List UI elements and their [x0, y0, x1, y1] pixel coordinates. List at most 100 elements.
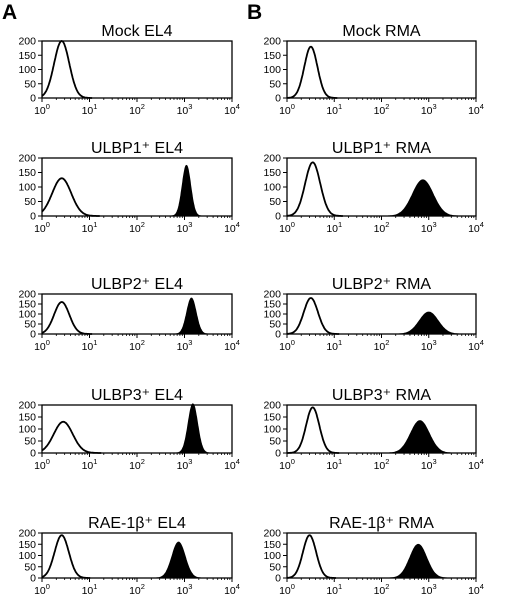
y-tick-label: 200: [263, 289, 281, 301]
x-tick-label: 102: [374, 102, 390, 117]
y-tick-label: 100: [263, 64, 281, 76]
y-tick-label: 0: [30, 448, 36, 460]
x-tick-label: 100: [34, 102, 50, 117]
x-tick-label: 103: [177, 582, 193, 597]
x-tick-label: 102: [129, 582, 145, 597]
x-tick-label: 104: [224, 457, 240, 472]
y-tick-label: 150: [263, 299, 281, 311]
y-tick-label: 150: [263, 167, 281, 179]
y-tick-label: 200: [263, 400, 281, 412]
x-tick-label: 101: [326, 102, 342, 117]
y-tick-label: 200: [18, 528, 36, 540]
y-tick-label: 0: [30, 211, 36, 223]
x-tick-label: 101: [326, 220, 342, 235]
histogram-control-series: [41, 301, 93, 335]
y-tick-label: 0: [275, 211, 281, 223]
x-tick-label: 101: [326, 582, 342, 597]
histogram-control-series: [287, 161, 343, 217]
y-tick-label: 0: [275, 573, 281, 585]
histogram-stained-series: [384, 543, 453, 579]
y-tick-label: 200: [18, 400, 36, 412]
y-tick-label: 50: [269, 78, 281, 90]
x-tick-label: 103: [421, 582, 437, 597]
y-tick-label: 200: [18, 289, 36, 301]
y-tick-label: 200: [18, 153, 36, 165]
y-tick-label: 200: [18, 36, 36, 48]
plot-title: ULBP2⁺ RMA: [332, 276, 431, 293]
x-tick-label: 100: [279, 582, 295, 597]
histogram-control-series: [41, 40, 93, 99]
y-tick-label: 100: [263, 424, 281, 436]
x-tick-label: 104: [468, 582, 484, 597]
histogram-stained-series: [173, 403, 212, 454]
histogram-stained-series: [172, 297, 211, 335]
x-tick-label: 103: [421, 338, 437, 353]
histogram-stained-series: [152, 541, 206, 579]
x-tick-label: 100: [34, 582, 50, 597]
x-tick-label: 101: [82, 457, 98, 472]
histogram-plot: Mock RMA 0 50 100 150 200 100 101 102 103 104: [263, 23, 483, 117]
histogram-stained-series: [169, 164, 204, 217]
y-tick-label: 150: [18, 299, 36, 311]
x-tick-label: 101: [326, 338, 342, 353]
histogram-stained-series: [382, 420, 458, 454]
histogram-control-series: [287, 45, 338, 99]
x-tick-label: 104: [468, 338, 484, 353]
y-tick-label: 200: [263, 528, 281, 540]
y-tick-label: 100: [18, 550, 36, 562]
y-tick-label: 100: [263, 309, 281, 321]
panel-letter-b: B: [247, 1, 262, 24]
plot-frame: [41, 293, 233, 335]
y-tick-label: 100: [18, 182, 36, 194]
x-tick-label: 103: [177, 338, 193, 353]
x-tick-label: 102: [374, 220, 390, 235]
x-tick-label: 102: [129, 338, 145, 353]
y-tick-label: 50: [24, 561, 36, 573]
x-tick-label: 104: [224, 338, 240, 353]
x-tick-label: 102: [374, 582, 390, 597]
plot-frame: [286, 40, 477, 99]
y-tick-label: 50: [24, 78, 36, 90]
histogram-control-series: [286, 297, 340, 335]
x-tick-label: 101: [326, 457, 342, 472]
x-tick-label: 100: [279, 338, 295, 353]
y-tick-label: 150: [263, 412, 281, 424]
plot-title: ULBP3⁺ EL4: [91, 387, 183, 404]
panel-letter-a: A: [2, 1, 17, 24]
histogram-plot: ULBP1⁺ RMA 0 50 100 150 200 100 101 102 103 104: [263, 140, 483, 235]
x-tick-label: 103: [177, 220, 193, 235]
y-tick-label: 200: [263, 153, 281, 165]
y-tick-label: 150: [18, 539, 36, 551]
histogram-control-series: [286, 534, 336, 579]
y-tick-label: 0: [30, 93, 36, 105]
histogram-control-series: [41, 534, 91, 579]
x-tick-label: 102: [129, 220, 145, 235]
y-tick-label: 200: [263, 36, 281, 48]
y-tick-label: 50: [24, 436, 36, 448]
plot-frame: [286, 532, 477, 579]
x-tick-label: 104: [468, 457, 484, 472]
x-tick-label: 103: [421, 457, 437, 472]
plot-title: Mock EL4: [101, 23, 172, 40]
y-tick-label: 100: [18, 309, 36, 321]
histogram-stained-series: [390, 311, 467, 335]
y-tick-label: 0: [30, 573, 36, 585]
plot-frame: [286, 293, 477, 335]
x-tick-label: 102: [374, 338, 390, 353]
y-tick-label: 0: [275, 329, 281, 341]
x-tick-label: 100: [34, 338, 50, 353]
y-tick-label: 150: [18, 50, 36, 62]
y-tick-label: 50: [269, 561, 281, 573]
x-tick-label: 103: [177, 457, 193, 472]
y-tick-label: 50: [24, 319, 36, 331]
x-tick-label: 102: [129, 457, 145, 472]
y-tick-label: 0: [30, 329, 36, 341]
x-tick-label: 100: [279, 457, 295, 472]
histogram-stained-series: [381, 179, 465, 217]
